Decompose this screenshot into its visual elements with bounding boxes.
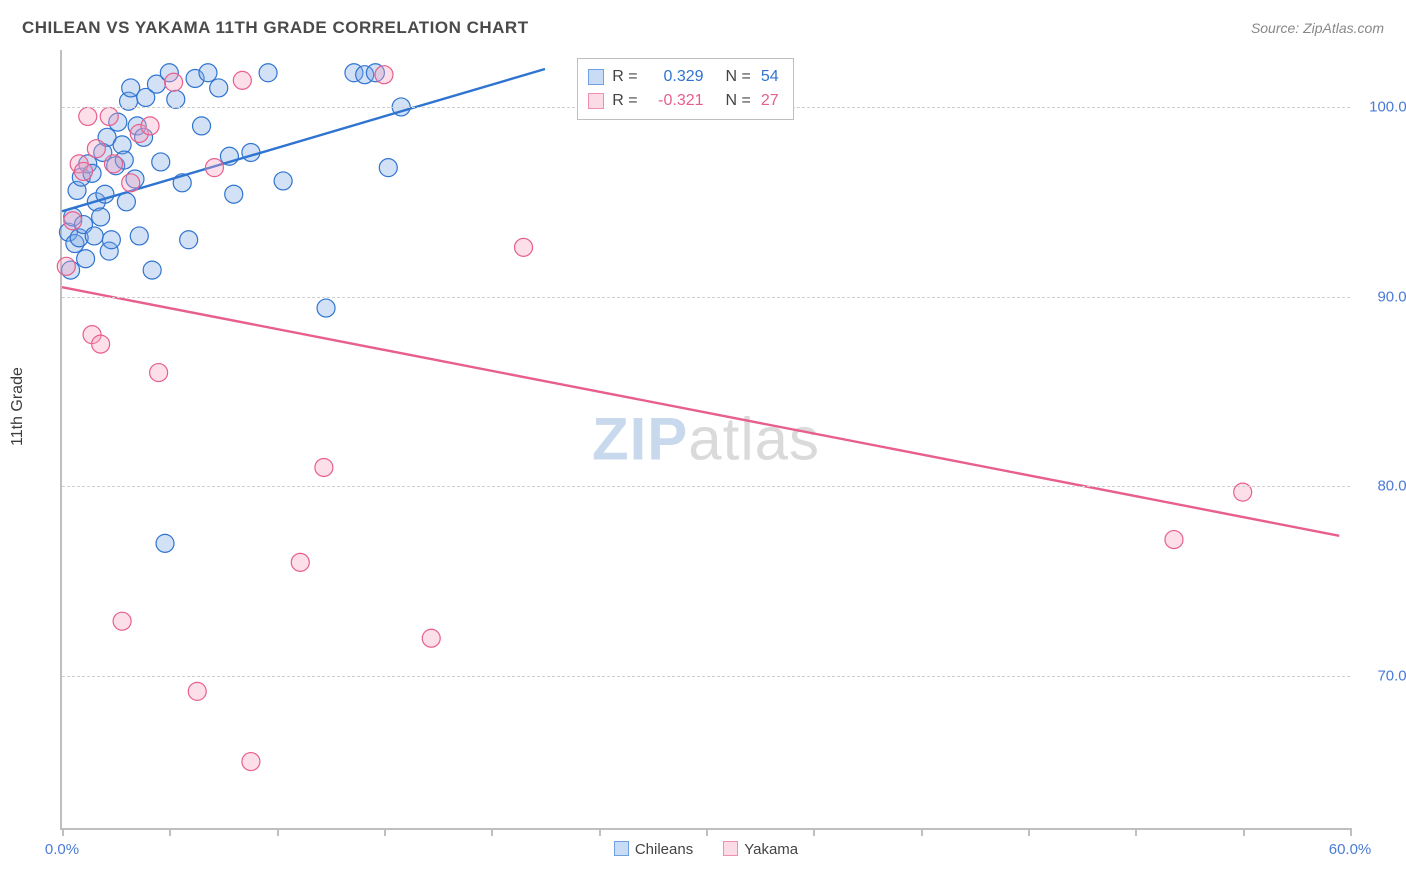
scatter-point [188,682,206,700]
y-tick-label: 80.0% [1360,478,1406,495]
scatter-point [143,261,161,279]
inset-legend: R = 0.329 N = 54 R = -0.321 N = 27 [577,58,793,120]
scatter-point [205,159,223,177]
legend-r-label: R = [612,65,637,89]
scatter-point [57,257,75,275]
scatter-point [117,193,135,211]
scatter-point [210,79,228,97]
scatter-point [317,299,335,317]
legend-n-label: N = [726,65,751,89]
scatter-point [130,227,148,245]
scatter-point [64,212,82,230]
scatter-point [167,90,185,108]
scatter-point [165,73,183,91]
scatter-point [77,250,95,268]
x-tick [169,828,171,836]
inset-legend-row: R = -0.321 N = 27 [588,89,778,113]
scatter-point [225,185,243,203]
scatter-point [113,612,131,630]
plot-area: ZIPatlas 70.0%80.0%90.0%100.0%0.0%60.0%R… [60,50,1350,830]
legend-r-value: 0.329 [648,65,704,89]
scatter-point [92,335,110,353]
legend-swatch [614,841,629,856]
scatter-point [193,117,211,135]
scatter-point [152,153,170,171]
x-tick [1135,828,1137,836]
scatter-point [100,107,118,125]
legend-r-label: R = [612,89,637,113]
scatter-point [74,162,92,180]
x-tick [1028,828,1030,836]
scatter-point [156,534,174,552]
y-tick-label: 100.0% [1360,98,1406,115]
scatter-point [515,238,533,256]
scatter-point [291,553,309,571]
scatter-point [180,231,198,249]
scatter-point [122,174,140,192]
x-tick [384,828,386,836]
scatter-point [1165,531,1183,549]
legend-swatch [588,93,604,109]
scatter-point [242,143,260,161]
legend-n-label: N = [726,89,751,113]
scatter-point [375,66,393,84]
chart-svg [62,50,1350,828]
y-tick-label: 70.0% [1360,668,1406,685]
bottom-legend: Chileans Yakama [62,841,1350,858]
scatter-point [141,117,159,135]
scatter-point [150,364,168,382]
scatter-point [259,64,277,82]
trend-line [62,287,1339,536]
y-tick-label: 90.0% [1360,288,1406,305]
scatter-point [242,753,260,771]
gridline-h [62,676,1350,677]
x-tick [599,828,601,836]
scatter-point [274,172,292,190]
y-axis-label: 11th Grade [9,367,27,446]
bottom-legend-label: Yakama [744,841,798,858]
inset-legend-row: R = 0.329 N = 54 [588,65,778,89]
legend-swatch [588,69,604,85]
x-tick [921,828,923,836]
chart-source: Source: ZipAtlas.com [1251,20,1384,36]
x-tick [491,828,493,836]
scatter-point [105,155,123,173]
scatter-point [422,629,440,647]
scatter-point [92,208,110,226]
scatter-point [102,231,120,249]
scatter-point [233,71,251,89]
chart-header: CHILEAN VS YAKAMA 11TH GRADE CORRELATION… [22,18,1384,38]
legend-n-value: 54 [761,65,779,89]
scatter-point [79,107,97,125]
legend-n-value: 27 [761,89,779,113]
x-tick [1243,828,1245,836]
legend-swatch [723,841,738,856]
gridline-h [62,297,1350,298]
bottom-legend-item: Chileans [614,841,693,858]
x-tick [62,828,64,836]
scatter-point [85,227,103,245]
x-tick [277,828,279,836]
bottom-legend-label: Chileans [635,841,693,858]
scatter-point [199,64,217,82]
gridline-h [62,486,1350,487]
scatter-point [315,458,333,476]
bottom-legend-item: Yakama [723,841,798,858]
x-tick [706,828,708,836]
scatter-point [379,159,397,177]
chart-title: CHILEAN VS YAKAMA 11TH GRADE CORRELATION… [22,18,529,38]
scatter-point [87,140,105,158]
x-tick [1350,828,1352,836]
x-tick [813,828,815,836]
legend-r-value: -0.321 [648,89,704,113]
